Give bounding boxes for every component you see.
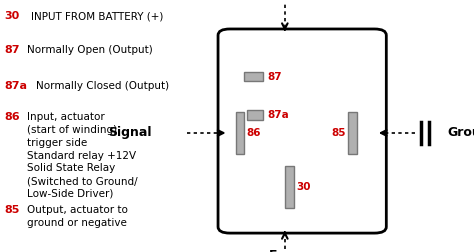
Text: Input, actuator
(start of winding),
trigger side
Standard relay +12V
Solid State: Input, actuator (start of winding), trig… (27, 112, 138, 199)
Text: +12v to Device: +12v to Device (232, 0, 338, 1)
Bar (348, 112, 357, 154)
Text: Normally Open (Output): Normally Open (Output) (27, 45, 153, 55)
Text: Signal: Signal (108, 127, 152, 139)
Text: 85: 85 (332, 128, 346, 138)
Text: 87a: 87a (267, 110, 289, 120)
Text: Fuse: Fuse (268, 249, 301, 252)
Bar (247, 110, 263, 119)
Text: Ground: Ground (447, 127, 474, 139)
Bar (236, 112, 245, 154)
Text: 86: 86 (5, 112, 20, 122)
Text: 87: 87 (5, 45, 20, 55)
Text: 86: 86 (246, 128, 261, 138)
Bar (285, 166, 293, 208)
Text: 85: 85 (5, 205, 20, 215)
FancyBboxPatch shape (218, 29, 386, 233)
Text: 87a: 87a (5, 81, 28, 91)
Text: 87: 87 (267, 72, 282, 82)
Text: 30: 30 (296, 182, 310, 192)
Text: INPUT FROM BATTERY (+): INPUT FROM BATTERY (+) (31, 11, 163, 21)
Text: 30: 30 (5, 11, 20, 21)
Text: Normally Closed (Output): Normally Closed (Output) (36, 81, 169, 91)
Bar (245, 72, 263, 81)
Text: Output, actuator to
ground or negative: Output, actuator to ground or negative (27, 205, 128, 228)
